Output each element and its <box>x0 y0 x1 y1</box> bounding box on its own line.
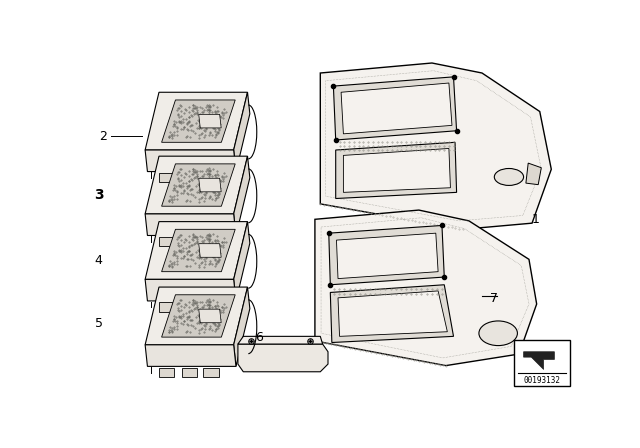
Polygon shape <box>204 302 219 312</box>
Polygon shape <box>238 336 323 344</box>
Polygon shape <box>145 222 248 280</box>
Polygon shape <box>338 291 447 336</box>
Polygon shape <box>330 285 454 343</box>
Polygon shape <box>238 344 328 372</box>
Polygon shape <box>145 214 236 236</box>
Polygon shape <box>199 309 221 323</box>
Polygon shape <box>315 210 537 366</box>
Polygon shape <box>182 173 197 182</box>
Polygon shape <box>159 302 174 312</box>
Polygon shape <box>204 237 219 246</box>
Polygon shape <box>145 287 248 345</box>
Polygon shape <box>182 368 197 377</box>
Text: 00193132: 00193132 <box>524 376 561 385</box>
Ellipse shape <box>479 321 517 345</box>
Text: 3: 3 <box>93 188 103 202</box>
Polygon shape <box>145 280 236 301</box>
Text: 6: 6 <box>255 331 262 344</box>
Ellipse shape <box>494 168 524 185</box>
Polygon shape <box>333 77 456 140</box>
Polygon shape <box>234 156 250 236</box>
Polygon shape <box>336 142 456 198</box>
Polygon shape <box>204 368 219 377</box>
Text: 1: 1 <box>532 213 540 226</box>
Polygon shape <box>162 100 236 142</box>
Polygon shape <box>234 222 250 301</box>
Polygon shape <box>145 150 236 172</box>
Polygon shape <box>337 233 438 279</box>
Bar <box>515 340 570 386</box>
Polygon shape <box>329 225 444 285</box>
Polygon shape <box>234 287 250 366</box>
Polygon shape <box>145 345 236 366</box>
Polygon shape <box>145 92 248 150</box>
Polygon shape <box>199 178 221 192</box>
Polygon shape <box>145 156 248 214</box>
Polygon shape <box>526 163 541 185</box>
Polygon shape <box>204 173 219 182</box>
Polygon shape <box>524 352 554 370</box>
Polygon shape <box>182 237 197 246</box>
Polygon shape <box>320 63 551 229</box>
Text: 7: 7 <box>490 292 497 305</box>
Polygon shape <box>162 229 236 271</box>
Polygon shape <box>159 173 174 182</box>
Polygon shape <box>159 368 174 377</box>
Polygon shape <box>344 148 451 192</box>
Text: 5: 5 <box>95 317 102 330</box>
Text: 4: 4 <box>95 254 102 267</box>
Polygon shape <box>159 237 174 246</box>
Polygon shape <box>162 295 236 337</box>
Polygon shape <box>234 92 250 172</box>
Polygon shape <box>199 114 221 128</box>
Polygon shape <box>341 83 452 134</box>
Polygon shape <box>199 244 221 257</box>
Polygon shape <box>162 164 236 206</box>
Polygon shape <box>182 302 197 312</box>
Text: 2: 2 <box>99 129 107 142</box>
